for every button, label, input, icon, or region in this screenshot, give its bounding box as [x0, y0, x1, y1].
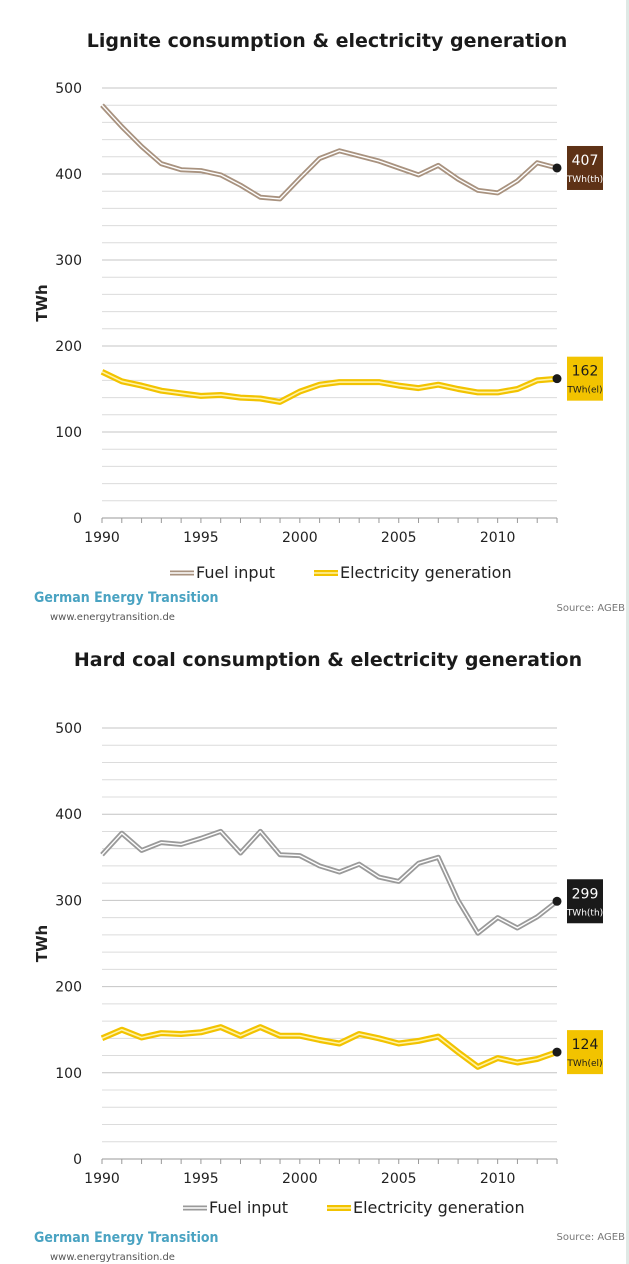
- y-tick-label: 0: [73, 1152, 82, 1168]
- hard-coal-chart: Hard coal consumption & electricity gene…: [33, 649, 603, 1217]
- x-tick-label: 1990: [84, 530, 120, 546]
- series-line-outer: [100, 103, 558, 202]
- x-tick-label: 2010: [480, 530, 516, 546]
- x-tick-label: 2000: [282, 1171, 318, 1187]
- y-tick-label: 300: [55, 893, 82, 909]
- legend-label: Electricity generation: [353, 1198, 525, 1217]
- y-tick-label: 100: [55, 1066, 82, 1082]
- y-tick-label: 100: [55, 425, 82, 441]
- x-tick-label: 2005: [381, 530, 417, 546]
- legend-label: Electricity generation: [340, 563, 512, 582]
- hard-coal-chart-panel: Hard coal consumption & electricity gene…: [0, 632, 629, 1264]
- end-value-label: 407: [572, 153, 599, 169]
- lignite-chart: Lignite consumption & electricity genera…: [33, 30, 603, 582]
- y-tick-label: 0: [73, 511, 82, 527]
- x-tick-label: 2005: [381, 1171, 417, 1187]
- end-unit-label: TWh(th): [566, 175, 603, 185]
- source-note: Source: AGEB: [556, 1232, 626, 1243]
- series-line-inner: [101, 830, 558, 934]
- series-line-inner: [101, 104, 558, 200]
- chart-title: Lignite consumption & electricity genera…: [87, 30, 568, 52]
- legend-label: Fuel input: [196, 563, 275, 582]
- y-tick-label: 500: [55, 721, 82, 737]
- y-axis-title: TWh: [33, 925, 51, 962]
- end-value-badge: [567, 879, 603, 924]
- x-tick-label: 1995: [183, 1171, 219, 1187]
- series-line-inner: [101, 371, 558, 403]
- brand-name: German Energy Transition: [34, 590, 219, 606]
- end-dot: [552, 374, 562, 384]
- y-tick-label: 400: [55, 807, 82, 823]
- end-value-label: 162: [572, 364, 599, 380]
- end-value-badge: [567, 1030, 603, 1075]
- end-unit-label: TWh(el): [566, 386, 602, 396]
- x-tick-label: 2000: [282, 530, 318, 546]
- chart-title: Hard coal consumption & electricity gene…: [74, 649, 582, 671]
- frame-edge: [626, 0, 629, 1264]
- y-tick-label: 300: [55, 253, 82, 269]
- lignite-chart-panel: Lignite consumption & electricity genera…: [33, 30, 626, 623]
- y-tick-label: 200: [55, 980, 82, 996]
- legend-label: Fuel input: [209, 1198, 288, 1217]
- end-value-badge: [567, 356, 603, 401]
- series-line-inner: [101, 1026, 558, 1068]
- end-value-label: 299: [572, 886, 599, 902]
- x-tick-label: 1990: [84, 1171, 120, 1187]
- brand-url[interactable]: www.energytransition.de: [50, 612, 175, 623]
- end-unit-label: TWh(th): [566, 908, 603, 918]
- y-axis-title: TWh: [33, 284, 51, 321]
- brand-name: German Energy Transition: [34, 1230, 219, 1246]
- brand-url[interactable]: www.energytransition.de: [50, 1252, 175, 1263]
- y-tick-label: 200: [55, 339, 82, 355]
- x-tick-label: 1995: [183, 530, 219, 546]
- y-tick-label: 400: [55, 167, 82, 183]
- end-dot: [552, 896, 562, 906]
- end-value-badge: [567, 145, 603, 190]
- end-value-label: 124: [572, 1037, 599, 1053]
- end-dot: [552, 1047, 562, 1057]
- end-unit-label: TWh(el): [566, 1059, 602, 1069]
- y-tick-label: 500: [55, 81, 82, 97]
- source-note: Source: AGEB: [556, 603, 626, 614]
- x-tick-label: 2010: [480, 1171, 516, 1187]
- end-dot: [552, 163, 562, 173]
